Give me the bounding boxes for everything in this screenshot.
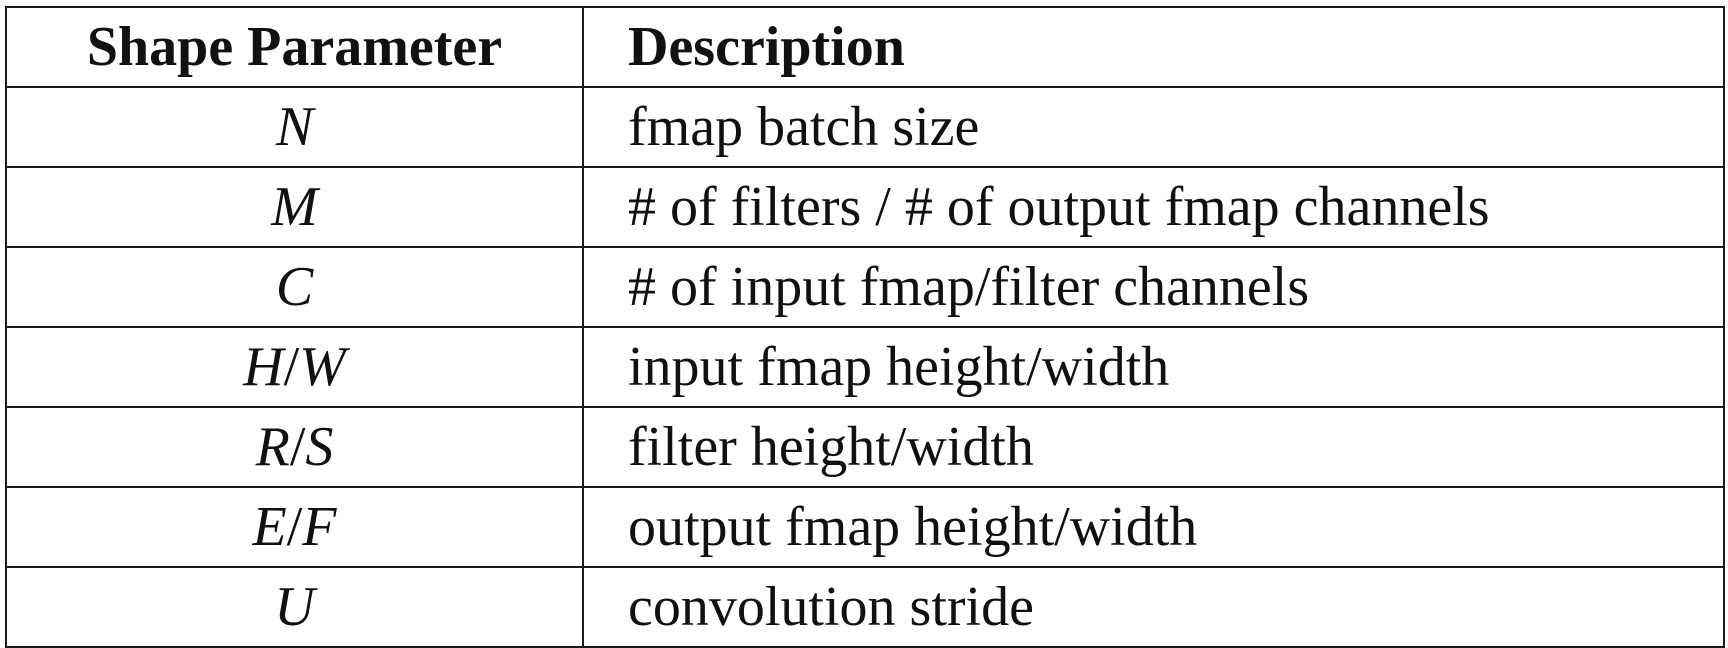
table-row: R/S filter height/width <box>5 406 1725 488</box>
description-cell: convolution stride <box>582 566 1725 648</box>
header-description: Description <box>582 6 1725 88</box>
param-separator: / <box>283 336 300 398</box>
param-symbol: F <box>302 496 337 558</box>
table-header-row: Shape Parameter Description <box>5 6 1725 88</box>
header-shape-parameter: Shape Parameter <box>5 6 584 88</box>
param-cell: H/W <box>5 326 584 408</box>
table-row: E/F output fmap height/width <box>5 486 1725 568</box>
param-symbol: N <box>275 96 314 158</box>
description-cell: input fmap height/width <box>582 326 1725 408</box>
table-row: U convolution stride <box>5 566 1725 648</box>
shape-parameter-table: Shape Parameter Description N fmap batch… <box>5 6 1725 648</box>
param-cell: U <box>5 566 584 648</box>
param-symbol: C <box>275 256 314 318</box>
table-row: N fmap batch size <box>5 86 1725 168</box>
description-cell: # of input fmap/filter channels <box>582 246 1725 328</box>
param-symbol: S <box>305 416 334 478</box>
description-cell: filter height/width <box>582 406 1725 488</box>
param-separator: / <box>289 416 306 478</box>
param-symbol: M <box>271 176 318 238</box>
description-cell: # of filters / # of output fmap channels <box>582 166 1725 248</box>
table-row: H/W input fmap height/width <box>5 326 1725 408</box>
description-cell: fmap batch size <box>582 86 1725 168</box>
param-symbol: W <box>299 336 346 398</box>
param-cell: C <box>5 246 584 328</box>
param-cell: N <box>5 86 584 168</box>
table-row: M # of filters / # of output fmap channe… <box>5 166 1725 248</box>
table-row: C # of input fmap/filter channels <box>5 246 1725 328</box>
param-symbol: U <box>274 576 315 638</box>
param-cell: M <box>5 166 584 248</box>
param-cell: E/F <box>5 486 584 568</box>
param-symbol: E <box>252 496 287 558</box>
param-symbol: R <box>255 416 290 478</box>
param-cell: R/S <box>5 406 584 488</box>
description-cell: output fmap height/width <box>582 486 1725 568</box>
param-separator: / <box>286 496 303 558</box>
param-symbol: H <box>243 336 284 398</box>
